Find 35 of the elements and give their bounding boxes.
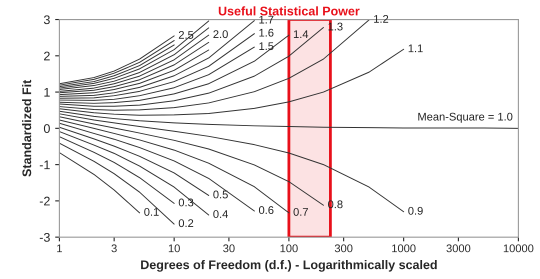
x-tick-label: 3 <box>111 244 117 252</box>
series-label: 2.0 <box>213 30 228 38</box>
y-tick-label: 0 <box>44 124 50 133</box>
series-label: 0.9 <box>408 206 423 215</box>
x-axis-title: Degrees of Freedom (d.f.) - Logarithmically scaled <box>141 260 437 272</box>
x-tick-label: 300 <box>334 244 352 252</box>
x-tick-label: 30 <box>223 244 235 252</box>
y-axis-title: Standardized Fit <box>22 80 32 177</box>
y-tick-label: -1 <box>40 160 50 170</box>
series-label: 0.6 <box>258 206 274 214</box>
y-tick-label: -3 <box>40 232 50 242</box>
series-label: 0.4 <box>213 210 228 218</box>
series-label: 0.1 <box>144 208 159 216</box>
y-tick-label: -2 <box>40 196 50 206</box>
series-label: 0.7 <box>294 208 308 216</box>
series-label: 1.1 <box>408 44 423 52</box>
y-tick-label: 3 <box>44 15 50 24</box>
x-tick-label: 3000 <box>446 244 470 252</box>
x-tick-label: 100 <box>280 244 298 252</box>
chart-title: Useful Statistical Power <box>218 6 360 16</box>
series-label: 0.5 <box>213 190 228 198</box>
x-tick-label: 10000 <box>504 244 534 252</box>
series-label: 1.6 <box>259 28 274 37</box>
series-label: 1.7 <box>259 16 274 24</box>
x-tick-label: 10 <box>168 244 180 252</box>
x-tick-label: 1 <box>57 244 62 252</box>
series-label: 0.2 <box>178 219 194 228</box>
series-label: 0.3 <box>178 198 194 206</box>
series-label: Mean-Square = 1.0 <box>418 112 512 123</box>
x-tick-label: 1000 <box>392 244 416 252</box>
series-label: 1.5 <box>259 42 274 50</box>
y-tick-label: 1 <box>44 88 50 97</box>
y-tick-label: 2 <box>44 52 50 60</box>
series-label: 1.4 <box>294 30 308 38</box>
series-label: 1.2 <box>374 15 388 23</box>
